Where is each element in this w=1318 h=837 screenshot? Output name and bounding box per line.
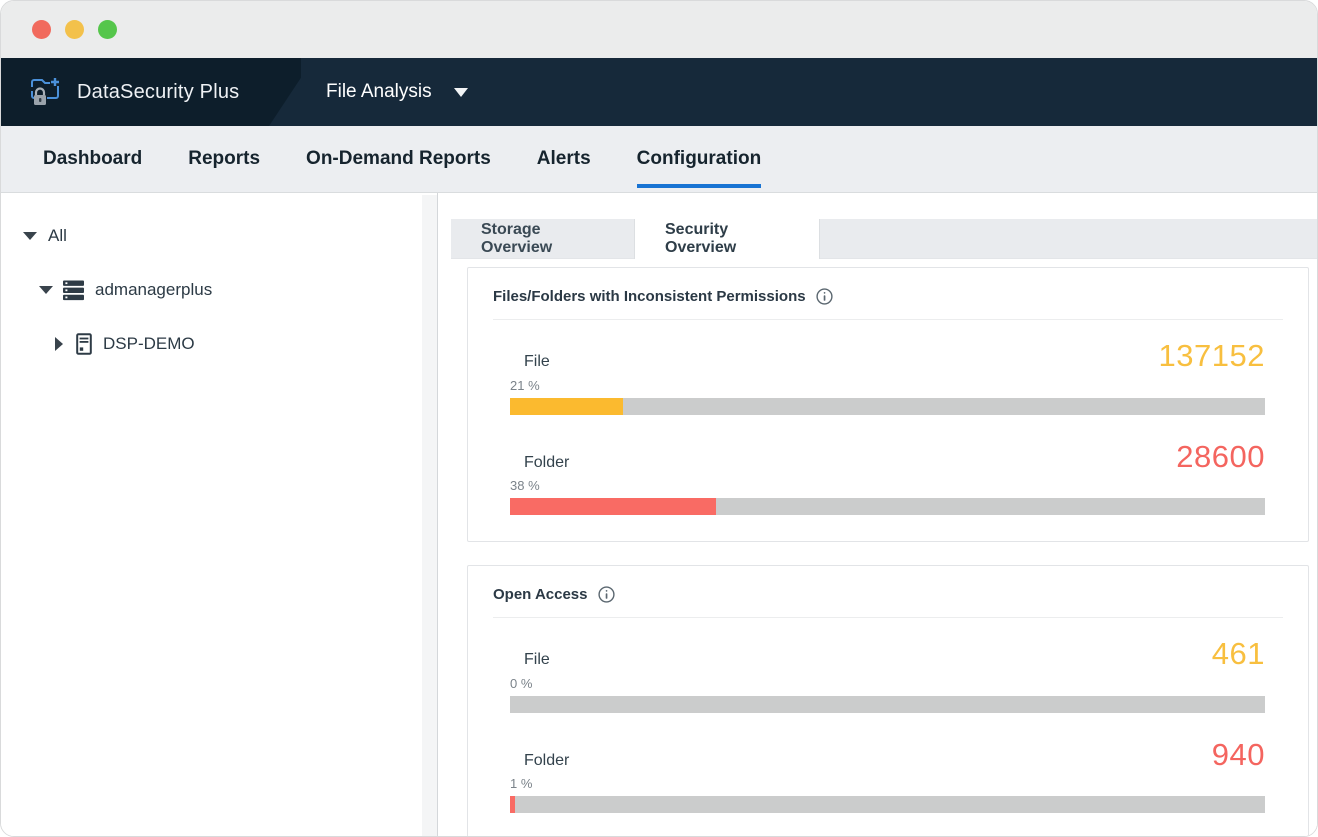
datasecurity-logo-icon (27, 74, 64, 111)
chevron-down-icon (453, 87, 468, 97)
module-switcher-dropdown[interactable]: File Analysis (326, 81, 468, 103)
progress-bar (510, 796, 1265, 814)
progress-bar-fill (510, 397, 624, 415)
primary-nav: Dashboard Reports On-Demand Reports Aler… (1, 126, 1317, 193)
main-content: Storage Overview Security Overview Files… (438, 193, 1317, 836)
metric-percent: 1 % (510, 776, 533, 792)
overview-tabstrip: Storage Overview Security Overview (451, 219, 1317, 259)
tree-expand-icon[interactable] (23, 232, 37, 240)
card-title: Open Access (493, 586, 588, 604)
close-window-button[interactable] (32, 20, 51, 39)
metric-percent: 0 % (510, 675, 533, 691)
metric-row-file: File 461 0 % (510, 638, 1265, 713)
progress-bar (510, 695, 1265, 713)
metric-value: 28600 (1176, 438, 1265, 474)
metric-label: File (524, 651, 550, 669)
metric-label: Folder (524, 453, 570, 471)
tab-storage-overview[interactable]: Storage Overview (481, 221, 553, 256)
tree-collapsed-icon[interactable] (55, 337, 63, 351)
card-inconsistent-permissions: Files/Folders with Inconsistent Permissi… (467, 267, 1309, 543)
nav-item-on-demand-reports[interactable]: On-Demand Reports (306, 148, 491, 169)
metric-label: File (524, 353, 550, 370)
security-overview-panel: Files/Folders with Inconsistent Permissi… (451, 259, 1317, 836)
metric-value: 137152 (1158, 338, 1265, 373)
info-icon[interactable] (815, 288, 833, 305)
info-icon[interactable] (597, 586, 615, 603)
tree-item-admanagerplus[interactable]: admanagerplus (1, 263, 437, 317)
tree-item-dsp-demo[interactable]: DSP-DEMO (1, 317, 437, 371)
server-tower-icon (76, 333, 92, 355)
card-open-access: Open Access File (467, 565, 1309, 836)
tree-item-label: DSP-DEMO (103, 334, 195, 353)
metric-row-folder: Folder 28600 38 % (510, 438, 1265, 516)
source-tree-sidebar: All admanagerplus (1, 193, 438, 836)
zoom-window-button[interactable] (98, 20, 117, 39)
metric-value: 461 (1211, 636, 1265, 672)
metric-percent: 38 % (510, 478, 540, 494)
tree-expand-icon[interactable] (39, 286, 53, 294)
window-titlebar (1, 1, 1317, 58)
server-stack-icon (62, 280, 85, 301)
metric-percent: 21 % (510, 377, 540, 393)
metric-value: 940 (1211, 736, 1265, 772)
app-header: DataSecurity Plus File Analysis (1, 58, 1317, 126)
progress-bar-fill (510, 796, 516, 814)
metric-row-folder: Folder 940 1 % (510, 736, 1265, 814)
brand-area: DataSecurity Plus (1, 58, 301, 126)
nav-item-dashboard[interactable]: Dashboard (43, 148, 143, 169)
module-name: File Analysis (326, 81, 432, 102)
nav-item-alerts[interactable]: Alerts (536, 148, 591, 169)
tree-item-all[interactable]: All (1, 209, 437, 263)
nav-item-configuration[interactable]: Configuration (636, 126, 761, 192)
minimize-window-button[interactable] (65, 20, 84, 39)
progress-bar (510, 397, 1265, 415)
progress-bar-fill (510, 498, 717, 516)
sidebar-scrollbar[interactable] (422, 195, 437, 836)
metric-row-file: File 137152 21 % (510, 338, 1265, 415)
brand-title: DataSecurity Plus (77, 80, 240, 103)
metric-label: Folder (524, 751, 570, 769)
progress-bar (510, 498, 1265, 516)
tree-item-label: admanagerplus (95, 280, 213, 299)
card-title: Files/Folders with Inconsistent Permissi… (493, 288, 806, 305)
tab-security-overview[interactable]: Security Overview (634, 219, 820, 259)
nav-item-reports[interactable]: Reports (188, 148, 261, 169)
tree-item-label: All (48, 226, 67, 245)
